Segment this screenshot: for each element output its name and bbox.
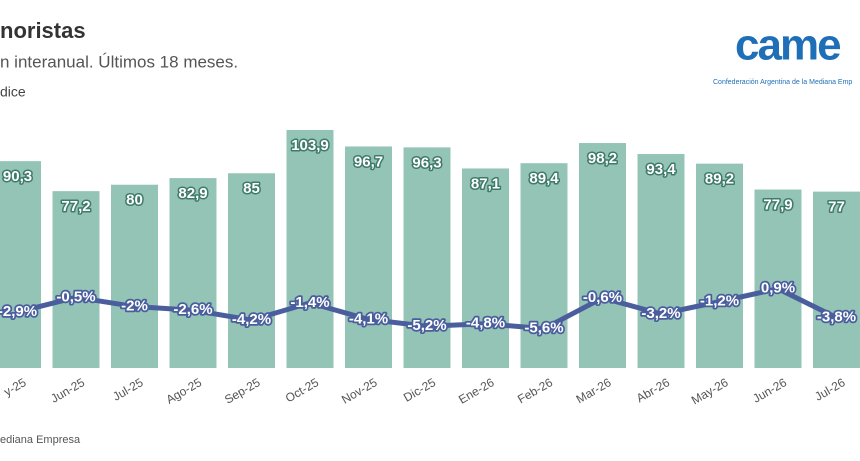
line-label: -2% <box>121 298 148 315</box>
bar-label: 85 <box>243 180 260 197</box>
x-tick-label: May-26 <box>689 375 731 407</box>
x-tick-label: Jul-25 <box>110 375 146 404</box>
bar <box>286 129 334 368</box>
x-tick-label: y-25 <box>1 375 28 399</box>
x-tick-label: Jul-26 <box>812 375 848 404</box>
x-tick-label: Jun-26 <box>750 375 789 406</box>
bar <box>169 178 217 368</box>
bar-label: 77,9 <box>763 197 792 214</box>
chart-subtitle: n interanual. Últimos 18 meses. <box>0 52 238 71</box>
bar-label: 77 <box>828 199 845 216</box>
line-label: -3,8% <box>817 309 856 326</box>
bar-label: 82,9 <box>178 185 207 202</box>
x-tick-label: Sep-25 <box>222 375 263 407</box>
bar <box>111 184 158 368</box>
line-label: -5,2% <box>407 317 446 334</box>
x-tick-label: Feb-26 <box>515 375 555 406</box>
x-tick-label: Ago-25 <box>164 375 205 407</box>
bar-label: 103,9 <box>291 137 329 154</box>
x-tick-label: Abr-26 <box>634 375 672 405</box>
bar-label: 77,2 <box>61 198 90 215</box>
chart-title: noristas <box>0 18 86 43</box>
line-label: -5,6% <box>524 320 563 337</box>
bar-label: 96,3 <box>412 154 441 171</box>
bar <box>462 168 509 368</box>
bar-label: 80 <box>126 192 143 209</box>
line-label: -4,2% <box>232 311 271 328</box>
line-label: -4,8% <box>466 315 505 332</box>
bar <box>345 146 392 368</box>
bar <box>52 191 100 368</box>
bar-label: 87,1 <box>471 175 500 192</box>
bar-label: 96,7 <box>354 153 383 170</box>
line-label: -4,1% <box>349 310 388 327</box>
bar <box>228 173 275 368</box>
bar-label: 90,3 <box>3 168 32 185</box>
bar <box>637 154 685 368</box>
bar-label: 98,2 <box>588 150 617 167</box>
line-label: -1,4% <box>290 294 329 311</box>
bar-label: 89,2 <box>705 171 734 188</box>
bar <box>0 161 41 368</box>
y-axis-label: dice <box>0 84 26 100</box>
bar <box>696 163 743 368</box>
x-tick-label: Oct-25 <box>283 375 321 405</box>
bar <box>403 147 451 368</box>
bar <box>813 191 860 368</box>
line-label: -1,2% <box>700 293 739 310</box>
bar <box>579 143 626 368</box>
bar-label: 89,4 <box>529 170 559 187</box>
x-tick-label: Mar-26 <box>574 375 614 406</box>
line <box>16 286 838 332</box>
line-label: -0,6% <box>583 289 622 306</box>
logo-caption: Confederación Argentina de la Mediana Em… <box>713 79 852 86</box>
x-tick-label: Dic-25 <box>401 375 438 405</box>
x-tick-label: Jun-25 <box>48 375 87 406</box>
bar-label: 93,4 <box>646 161 676 178</box>
source: ediana Empresa <box>0 434 81 446</box>
line-label: -2,9% <box>0 303 37 320</box>
line-label: -3,2% <box>641 305 680 322</box>
logo: came <box>735 21 840 70</box>
line-label: -0,5% <box>56 288 95 305</box>
x-tick-label: Ene-26 <box>456 375 497 407</box>
bar <box>520 163 568 368</box>
line-label: -2,6% <box>173 301 212 318</box>
line-label: 0,9% <box>761 280 795 297</box>
bar <box>754 189 802 368</box>
x-tick-label: Nov-25 <box>339 375 380 407</box>
